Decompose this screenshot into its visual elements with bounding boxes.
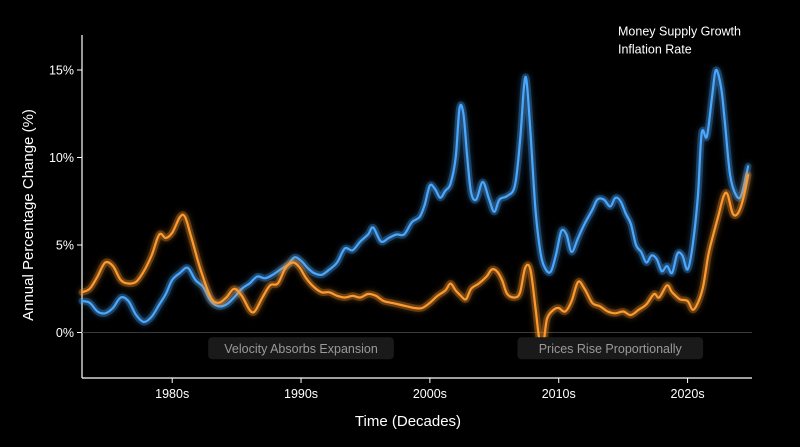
legend-label: Inflation Rate xyxy=(618,43,692,57)
series-line-inflation-rate xyxy=(80,173,750,347)
annotation-box xyxy=(208,337,394,360)
legend: Money Supply Growth Inflation Rate xyxy=(582,25,741,57)
annotation: Prices Rise Proportionally xyxy=(517,337,704,360)
annotation-text: Velocity Absorbs Expansion xyxy=(224,342,378,356)
annotation-text: Prices Rise Proportionally xyxy=(539,342,683,356)
y-tick-label: 5% xyxy=(56,239,74,253)
x-tick-label: 2010s xyxy=(542,387,576,401)
series-line-money-supply-growth xyxy=(80,68,750,324)
series-glow-money-supply-growth xyxy=(78,66,752,326)
x-axis-title: Time (Decades) xyxy=(355,413,461,430)
x-tick-label: 1980s xyxy=(155,387,189,401)
axes: 0% 5% 10% 15% 1980s 1990s 2000s 2010s 2020s xyxy=(49,35,752,401)
y-tick-label: 15% xyxy=(49,64,74,78)
annotations: Velocity Absorbs Expansion Prices Rise Pr… xyxy=(208,337,704,360)
x-tick-label: 1990s xyxy=(284,387,318,401)
legend-label: Money Supply Growth xyxy=(618,25,741,39)
annotation: Velocity Absorbs Expansion xyxy=(208,337,394,360)
y-axis-title: Annual Percentage Change (%) xyxy=(20,109,37,321)
y-tick-label: 10% xyxy=(49,151,74,165)
annotation-box xyxy=(517,337,704,360)
series-layer xyxy=(78,66,752,349)
x-tick-label: 2000s xyxy=(413,387,447,401)
y-tick-label: 0% xyxy=(56,326,74,340)
x-tick-label: 2020s xyxy=(671,387,705,401)
